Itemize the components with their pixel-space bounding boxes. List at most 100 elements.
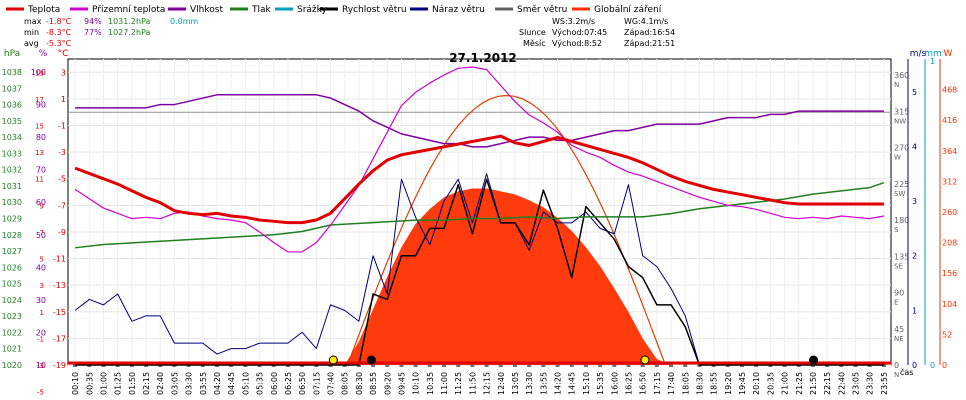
series-pressure	[75, 181, 885, 249]
tick-wind-speed: 4	[912, 142, 917, 151]
tick-celsius: -7	[58, 201, 66, 210]
tick-ground-celsius: 15	[35, 123, 44, 131]
x-time-label: 10:10	[412, 372, 421, 395]
tick-radiation: 416	[942, 116, 957, 125]
x-time-label: 21:25	[795, 372, 804, 395]
series-radiation-clear-sky	[346, 94, 666, 366]
x-time-label: 16:00	[610, 372, 619, 395]
legend-label: Teplota	[27, 5, 60, 15]
x-time-label: 03:05	[170, 372, 179, 395]
series-wind-dir-point	[371, 363, 376, 367]
tick-wind-speed: 0	[912, 361, 917, 370]
tick-radiation: 208	[942, 239, 957, 248]
stat-max-hum: 94%	[84, 17, 102, 26]
x-time-label: 15:35	[596, 372, 605, 395]
x-time-label: 14:20	[554, 372, 563, 395]
x-time-label: 21:50	[809, 372, 818, 395]
x-time-label: 09:20	[383, 372, 392, 395]
tick-wind-speed: 2	[912, 252, 917, 261]
tick-hpa: 1033	[2, 149, 22, 158]
legend-label: Směr větru	[517, 5, 567, 15]
legend-label: Srážky	[297, 5, 328, 15]
series-wind-dir-point	[413, 363, 418, 367]
tick-celsius: -15	[53, 308, 66, 317]
x-time-label: 12:15	[483, 372, 492, 395]
series-humidity	[75, 94, 884, 148]
series-wind-speed	[75, 178, 884, 366]
tick-celsius: -11	[53, 255, 66, 264]
x-unit-label: čas	[900, 367, 913, 377]
x-time-label: 00:35	[85, 372, 94, 395]
x-time-label: 13:55	[539, 372, 548, 395]
tick-pct: 50	[36, 231, 46, 240]
tick-wind-dir-name: SE	[894, 262, 903, 270]
tick-ground-celsius: 3	[40, 282, 44, 290]
legend-label: Vlhkost	[190, 5, 223, 15]
tick-celsius: -13	[53, 281, 66, 290]
tick-pct: 90	[36, 101, 46, 110]
tick-celsius: 3	[61, 68, 66, 77]
series-wind-dir-point	[669, 363, 674, 367]
tick-celsius: -3	[58, 148, 66, 157]
x-time-label: 03:30	[185, 372, 194, 395]
stat-max-press: 1031.2hPa	[108, 17, 151, 26]
stats-block: max -1.8°C 94% 1031.2hPa 0.0mm min -8.3°…	[24, 17, 199, 48]
tick-pct: 30	[36, 296, 46, 305]
tick-hpa: 1026	[2, 263, 22, 272]
x-time-label: 17:15	[653, 372, 662, 395]
tick-ground-celsius: 9	[40, 202, 44, 210]
sun-marker	[328, 355, 338, 365]
tick-pct: 70	[36, 166, 46, 175]
x-time-label: 06:25	[284, 372, 293, 395]
x-time-label: 20:35	[766, 372, 775, 395]
tick-celsius: -1	[58, 122, 66, 131]
stat-avg-label: avg	[24, 39, 39, 48]
x-time-label: 08:55	[369, 372, 378, 395]
series-wind-dir-point	[427, 363, 432, 367]
series-wind-dir-point	[683, 363, 688, 367]
tick-hpa: 1036	[2, 101, 22, 110]
tick-radiation: 468	[942, 86, 957, 95]
x-time-label: 18:55	[710, 372, 719, 395]
x-time-label: 18:05	[681, 372, 690, 395]
tick-hpa: 1034	[2, 133, 22, 142]
tick-wind-dir-name: N	[894, 371, 899, 379]
x-time-label: 13:05	[511, 372, 520, 395]
x-time-label: 01:25	[114, 372, 123, 395]
x-time-label: 07:40	[327, 372, 336, 395]
tick-wind-dir-name: SW	[894, 190, 905, 198]
tick-ground-celsius: 13	[35, 149, 44, 157]
x-time-label: 02:15	[142, 372, 151, 395]
tick-wind-dir-name: S	[894, 226, 899, 234]
x-time-label: 10:35	[426, 372, 435, 395]
axis-label-ms: m/s	[910, 49, 927, 59]
series-wind-dir-point	[399, 363, 404, 367]
tick-hpa: 1035	[2, 117, 22, 126]
tick-celsius: -19	[53, 361, 66, 370]
tick-hpa: 1022	[2, 328, 22, 337]
tick-wind-speed: 5	[912, 88, 917, 97]
series-wind-dir-point	[598, 363, 603, 367]
x-time-label: 23:05	[852, 372, 861, 395]
x-time-label: 03:55	[199, 372, 208, 395]
tick-ground-celsius: 1	[40, 309, 44, 317]
series-wind-dir-point	[470, 363, 475, 367]
x-time-label: 08:30	[355, 372, 364, 395]
tick-hpa: 1038	[2, 68, 22, 77]
stat-avg-temp: -5.3°C	[46, 39, 72, 48]
moon-marker	[366, 355, 376, 365]
legend-label: Rychlost větru	[342, 5, 407, 15]
x-time-label: 16:50	[639, 372, 648, 395]
x-time-label: 19:45	[738, 372, 747, 395]
tick-wind-dir: 180	[894, 216, 909, 225]
tick-radiation: 52	[942, 330, 952, 339]
tick-pct: 10	[36, 361, 46, 370]
stat-min-press: 1027.2hPa	[108, 28, 151, 37]
series-wind-dir-point	[569, 363, 574, 367]
tick-wind-dir: 225	[894, 180, 909, 189]
stat-min-temp: -8.3°C	[46, 28, 72, 37]
x-time-label: 11:50	[468, 372, 477, 395]
series-wind-dir-point	[442, 363, 447, 367]
tick-hpa: 1037	[2, 84, 22, 93]
stat-max-temp: -1.8°C	[46, 17, 72, 26]
